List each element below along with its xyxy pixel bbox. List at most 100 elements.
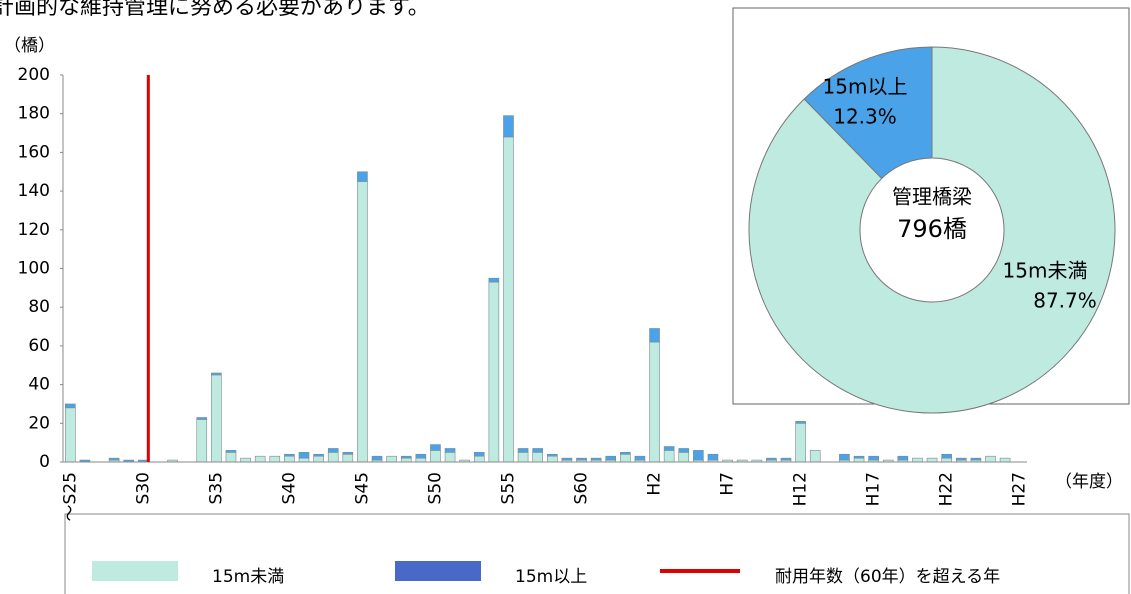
bar-segment (547, 453, 558, 457)
legend-box (64, 513, 1130, 594)
x-tick-label: S40 (279, 472, 299, 504)
bar-segment (65, 407, 76, 463)
y-tick-label: 140 (18, 181, 50, 201)
x-tick-label: S30 (133, 472, 153, 504)
bar-segment (868, 455, 879, 461)
y-tick-label: 40 (28, 375, 50, 395)
x-tick-label: S50 (425, 472, 445, 504)
bar-segment (357, 181, 368, 463)
bar-segment (65, 403, 76, 409)
slice-value: 87.7% (1033, 289, 1097, 313)
bar-segment (444, 448, 456, 453)
bar-segment (941, 453, 952, 459)
bar-segment (400, 455, 412, 459)
bar-segment (225, 450, 237, 453)
bar-segment (415, 457, 427, 463)
y-tick-label: 20 (28, 413, 50, 433)
legend-label: 15m未満 (212, 567, 284, 587)
bar-segment (284, 455, 295, 463)
y-tick-label: 100 (18, 259, 50, 279)
bar-segment (532, 452, 543, 463)
slice-label: 15m未満 (1003, 259, 1088, 283)
x-tick-label: H17 (864, 472, 884, 506)
bar-segment (897, 455, 909, 461)
bar-segment (196, 419, 208, 463)
bar-segment (327, 448, 339, 453)
y-tick-label: 80 (28, 297, 50, 317)
slice-value: 12.3% (833, 105, 897, 129)
bar-segment (430, 450, 441, 463)
bar-segment (620, 453, 631, 463)
y-tick-label: 60 (28, 336, 50, 356)
bar-segment (970, 457, 982, 461)
bar-segment (488, 281, 500, 463)
x-tick-label: H7 (718, 472, 738, 496)
center-label: 管理橋梁 (892, 185, 972, 209)
bar-segment (941, 457, 952, 463)
x-tick-label: H2 (645, 472, 665, 496)
bar-segment (342, 452, 354, 455)
x-tick-label: S35 (206, 472, 226, 504)
y-tick-label: 120 (18, 220, 50, 240)
bar-segment (955, 457, 967, 461)
legend-label: 15m以上 (515, 567, 587, 587)
bar-segment (999, 457, 1011, 463)
bar-segment (327, 452, 339, 463)
bar-segment (766, 457, 777, 461)
bar-segment (678, 448, 690, 453)
bar-segment (225, 452, 237, 463)
bar-segment (473, 452, 485, 457)
bar-segment (517, 448, 529, 453)
bar-segment (985, 455, 996, 463)
bar-segment (649, 341, 660, 463)
x-tick-label: ～S25 (60, 472, 80, 521)
bar-segment (430, 444, 441, 451)
bar-segment (313, 453, 324, 457)
bar-segment (547, 455, 558, 463)
bar-segment (912, 457, 923, 463)
bar-segment (503, 136, 514, 463)
bar-segment (532, 448, 543, 453)
bar-segment (108, 457, 120, 461)
x-tick-label: H12 (791, 472, 811, 506)
bar-segment (576, 457, 587, 461)
bar-segment (254, 455, 266, 463)
legend-swatch (92, 561, 178, 581)
bar-segment (678, 452, 690, 463)
bar-segment (620, 452, 631, 455)
bar-segment (503, 115, 514, 138)
bar-segment (473, 455, 485, 463)
pie-slice (748, 46, 1116, 414)
bar-segment (839, 453, 850, 461)
y-tick-label: 180 (18, 104, 50, 124)
bar-segment (663, 450, 675, 463)
bar-segment (649, 328, 660, 343)
legend-label: 耐用年数（60年）を超える年 (775, 567, 1000, 587)
bar-segment (634, 455, 646, 461)
bar-segment (211, 372, 222, 376)
bar-segment (561, 457, 573, 461)
bar-segment (240, 457, 251, 463)
bar-segment (196, 417, 208, 420)
bar-segment (269, 455, 281, 463)
bar-segment (386, 455, 397, 463)
bar-segment (342, 453, 354, 463)
x-tick-label: S60 (572, 472, 592, 504)
pie-slice (803, 46, 933, 180)
y-tick-label: 0 (39, 452, 50, 472)
bar-segment (707, 453, 719, 461)
bar-segment (809, 450, 821, 463)
bar-segment (605, 455, 617, 461)
bar-segment (371, 455, 383, 461)
bar-segment (444, 452, 456, 463)
bar-segment (211, 374, 222, 463)
header-text: 計画的な維持管理に努める必要があります。 (0, 0, 430, 20)
bar-segment (795, 421, 806, 424)
bar-segment (298, 457, 310, 463)
x-axis-label: （年度） (1055, 472, 1123, 492)
center-label: 796橋 (897, 215, 967, 243)
slice-label: 15m以上 (823, 75, 908, 99)
y-tick-label: 200 (18, 65, 50, 85)
bar-segment (663, 446, 675, 451)
